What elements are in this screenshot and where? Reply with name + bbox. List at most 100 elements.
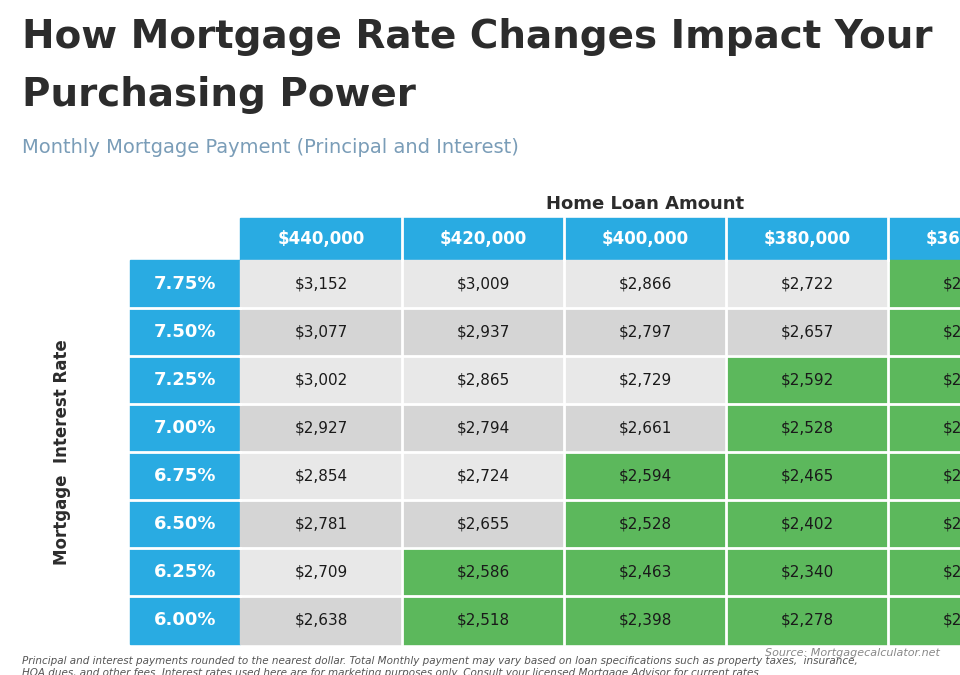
Bar bbox=[402, 218, 564, 260]
Text: $2,854: $2,854 bbox=[295, 468, 348, 483]
Text: $360,000: $360,000 bbox=[925, 230, 960, 248]
Text: $2,217: $2,217 bbox=[943, 564, 960, 580]
Bar bbox=[564, 452, 726, 500]
Text: $2,465: $2,465 bbox=[780, 468, 833, 483]
Text: $3,009: $3,009 bbox=[456, 277, 510, 292]
Text: $380,000: $380,000 bbox=[763, 230, 851, 248]
Bar bbox=[726, 218, 888, 260]
Bar bbox=[240, 548, 402, 596]
Bar bbox=[240, 356, 402, 404]
Text: $2,586: $2,586 bbox=[456, 564, 510, 580]
Text: $400,000: $400,000 bbox=[601, 230, 688, 248]
Bar bbox=[564, 260, 726, 308]
Bar bbox=[726, 404, 888, 452]
Bar bbox=[130, 356, 240, 404]
Text: $3,002: $3,002 bbox=[295, 373, 348, 387]
Bar bbox=[888, 596, 960, 644]
Text: $2,463: $2,463 bbox=[618, 564, 672, 580]
Text: $440,000: $440,000 bbox=[277, 230, 365, 248]
Bar bbox=[402, 404, 564, 452]
Bar bbox=[726, 596, 888, 644]
Bar bbox=[888, 218, 960, 260]
Text: $2,278: $2,278 bbox=[780, 612, 833, 628]
Text: $2,937: $2,937 bbox=[456, 325, 510, 340]
Bar bbox=[564, 596, 726, 644]
Text: $2,398: $2,398 bbox=[618, 612, 672, 628]
Bar bbox=[888, 500, 960, 548]
Text: $2,709: $2,709 bbox=[295, 564, 348, 580]
Bar bbox=[564, 548, 726, 596]
Text: $2,158: $2,158 bbox=[943, 612, 960, 628]
Text: 6.00%: 6.00% bbox=[154, 611, 216, 629]
Text: $2,781: $2,781 bbox=[295, 516, 348, 531]
Text: $2,794: $2,794 bbox=[456, 421, 510, 435]
Bar bbox=[402, 356, 564, 404]
Bar bbox=[240, 218, 402, 260]
Text: 7.25%: 7.25% bbox=[154, 371, 216, 389]
Bar bbox=[888, 452, 960, 500]
Text: $2,517: $2,517 bbox=[943, 325, 960, 340]
Text: $420,000: $420,000 bbox=[440, 230, 527, 248]
Text: $2,528: $2,528 bbox=[618, 516, 672, 531]
Bar bbox=[240, 404, 402, 452]
Text: $2,657: $2,657 bbox=[780, 325, 833, 340]
Bar bbox=[402, 500, 564, 548]
Text: Principal and interest payments rounded to the nearest dollar. Total Monthly pay: Principal and interest payments rounded … bbox=[22, 656, 857, 675]
Bar bbox=[130, 260, 240, 308]
Bar bbox=[240, 500, 402, 548]
Text: $2,865: $2,865 bbox=[456, 373, 510, 387]
Bar bbox=[240, 452, 402, 500]
Bar bbox=[888, 548, 960, 596]
Text: $2,655: $2,655 bbox=[456, 516, 510, 531]
Bar bbox=[402, 596, 564, 644]
Bar bbox=[726, 308, 888, 356]
Bar bbox=[726, 452, 888, 500]
Text: $2,729: $2,729 bbox=[618, 373, 672, 387]
Text: 7.75%: 7.75% bbox=[154, 275, 216, 293]
Text: $2,456: $2,456 bbox=[943, 373, 960, 387]
Text: $3,077: $3,077 bbox=[295, 325, 348, 340]
Text: $2,722: $2,722 bbox=[780, 277, 833, 292]
Text: $2,335: $2,335 bbox=[943, 468, 960, 483]
Bar bbox=[564, 356, 726, 404]
Text: $2,724: $2,724 bbox=[456, 468, 510, 483]
Bar bbox=[888, 356, 960, 404]
Text: $2,579: $2,579 bbox=[943, 277, 960, 292]
Bar bbox=[564, 500, 726, 548]
Text: $2,661: $2,661 bbox=[618, 421, 672, 435]
Text: Monthly Mortgage Payment (Principal and Interest): Monthly Mortgage Payment (Principal and … bbox=[22, 138, 518, 157]
Bar bbox=[564, 218, 726, 260]
Text: Mortgage  Interest Rate: Mortgage Interest Rate bbox=[53, 339, 71, 565]
Bar bbox=[130, 500, 240, 548]
Text: 6.50%: 6.50% bbox=[154, 515, 216, 533]
Bar bbox=[402, 548, 564, 596]
Bar bbox=[130, 404, 240, 452]
Text: Purchasing Power: Purchasing Power bbox=[22, 76, 416, 114]
Text: 6.75%: 6.75% bbox=[154, 467, 216, 485]
Text: Source: Mortgagecalculator.net: Source: Mortgagecalculator.net bbox=[765, 648, 940, 658]
Text: Home Loan Amount: Home Loan Amount bbox=[546, 195, 744, 213]
Text: $2,395: $2,395 bbox=[943, 421, 960, 435]
Text: $2,340: $2,340 bbox=[780, 564, 833, 580]
Text: $2,866: $2,866 bbox=[618, 277, 672, 292]
Bar bbox=[402, 452, 564, 500]
Bar bbox=[130, 452, 240, 500]
Text: $2,592: $2,592 bbox=[780, 373, 833, 387]
Bar bbox=[564, 404, 726, 452]
Text: $2,528: $2,528 bbox=[780, 421, 833, 435]
Bar bbox=[726, 356, 888, 404]
Bar bbox=[888, 308, 960, 356]
Text: $2,638: $2,638 bbox=[295, 612, 348, 628]
Text: $2,518: $2,518 bbox=[456, 612, 510, 628]
Text: $2,402: $2,402 bbox=[780, 516, 833, 531]
Bar bbox=[130, 548, 240, 596]
Bar bbox=[888, 260, 960, 308]
Bar bbox=[240, 596, 402, 644]
Text: $3,152: $3,152 bbox=[295, 277, 348, 292]
Text: $2,927: $2,927 bbox=[295, 421, 348, 435]
Bar bbox=[726, 500, 888, 548]
Text: 7.00%: 7.00% bbox=[154, 419, 216, 437]
Bar bbox=[564, 308, 726, 356]
Bar bbox=[726, 548, 888, 596]
Bar bbox=[402, 308, 564, 356]
